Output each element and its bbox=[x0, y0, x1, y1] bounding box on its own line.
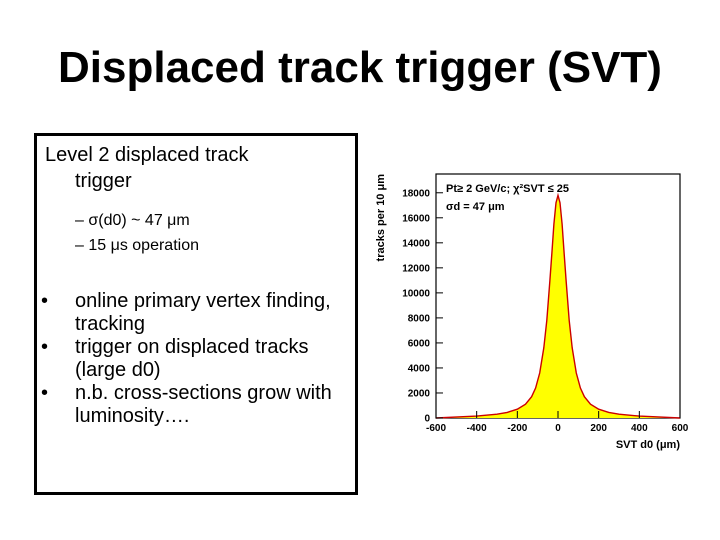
sub-item-text: 15 μs operation bbox=[88, 237, 199, 254]
y-axis-label: tracks per 10 μm bbox=[375, 174, 387, 262]
x-tick-label: -600 bbox=[426, 423, 446, 434]
annotation-line-2: σd = 47 μm bbox=[446, 201, 505, 213]
sub-item-operation: – 15 μs operation bbox=[75, 235, 199, 257]
y-tick-label: 6000 bbox=[408, 338, 431, 349]
y-tick-label: 18000 bbox=[402, 188, 430, 199]
bullet-text: n.b. cross-sections grow with luminosity… bbox=[75, 382, 332, 427]
histogram-svg: -600 -400 -200 0 200 400 600020004000600080001… bbox=[375, 173, 689, 451]
y-tick-label: 10000 bbox=[402, 288, 430, 299]
bullet-item: • n.b. cross-sections grow with luminosi… bbox=[41, 382, 351, 428]
heading-line-1: Level 2 displaced track bbox=[45, 144, 249, 166]
heading-line-2: trigger bbox=[75, 170, 132, 192]
x-tick-label: 400 bbox=[631, 423, 648, 434]
bullet-text: online primary vertex finding, tracking bbox=[75, 290, 331, 335]
histogram-line bbox=[435, 192, 681, 419]
histogram-fill bbox=[436, 195, 680, 418]
bullet-marker: • bbox=[41, 336, 49, 358]
y-tick-label: 14000 bbox=[402, 238, 430, 249]
sub-item-sigma: – σ(d0) ~ 47 μm bbox=[75, 210, 190, 232]
bullet-marker: • bbox=[41, 290, 49, 312]
x-tick-label: 200 bbox=[590, 423, 607, 434]
bullet-item: • online primary vertex finding, trackin… bbox=[41, 290, 351, 336]
sub-item-text: σ(d0) ~ 47 μm bbox=[88, 212, 190, 229]
x-tick-label: 0 bbox=[555, 423, 561, 434]
x-axis-label: SVT d0 (μm) bbox=[616, 439, 681, 451]
y-tick-label: 12000 bbox=[402, 263, 430, 274]
x-tick-label: -400 bbox=[467, 423, 487, 434]
dash-marker: – bbox=[75, 212, 84, 229]
dash-marker: – bbox=[75, 237, 84, 254]
y-tick-label: 2000 bbox=[408, 388, 431, 399]
bullet-text: trigger on displaced tracks (large d0) bbox=[75, 336, 309, 381]
panel-heading: Level 2 displaced track trigger bbox=[45, 142, 345, 194]
y-tick-label: 4000 bbox=[408, 363, 431, 374]
d0-histogram: -600 -400 -200 0 200 400 600 0 2000 4000 6000 8000 1… bbox=[362, 160, 702, 480]
x-tick-label: -200 bbox=[507, 423, 527, 434]
y-tick-label: 16000 bbox=[402, 213, 430, 224]
text-panel: Level 2 displaced track trigger – σ(d0) … bbox=[34, 133, 358, 495]
bullet-item: • trigger on displaced tracks (large d0) bbox=[41, 336, 351, 382]
bullet-list: • online primary vertex finding, trackin… bbox=[41, 290, 351, 428]
annotation-line-1: Pt≥ 2 GeV/c; χ²SVT ≤ 25 bbox=[446, 183, 569, 195]
x-tick-label: 600 bbox=[672, 423, 689, 434]
y-tick-label: 0 bbox=[424, 414, 430, 425]
y-tick-label: 8000 bbox=[408, 313, 431, 324]
bullet-marker: • bbox=[41, 382, 49, 404]
slide-title: Displaced track trigger (SVT) bbox=[58, 43, 662, 92]
